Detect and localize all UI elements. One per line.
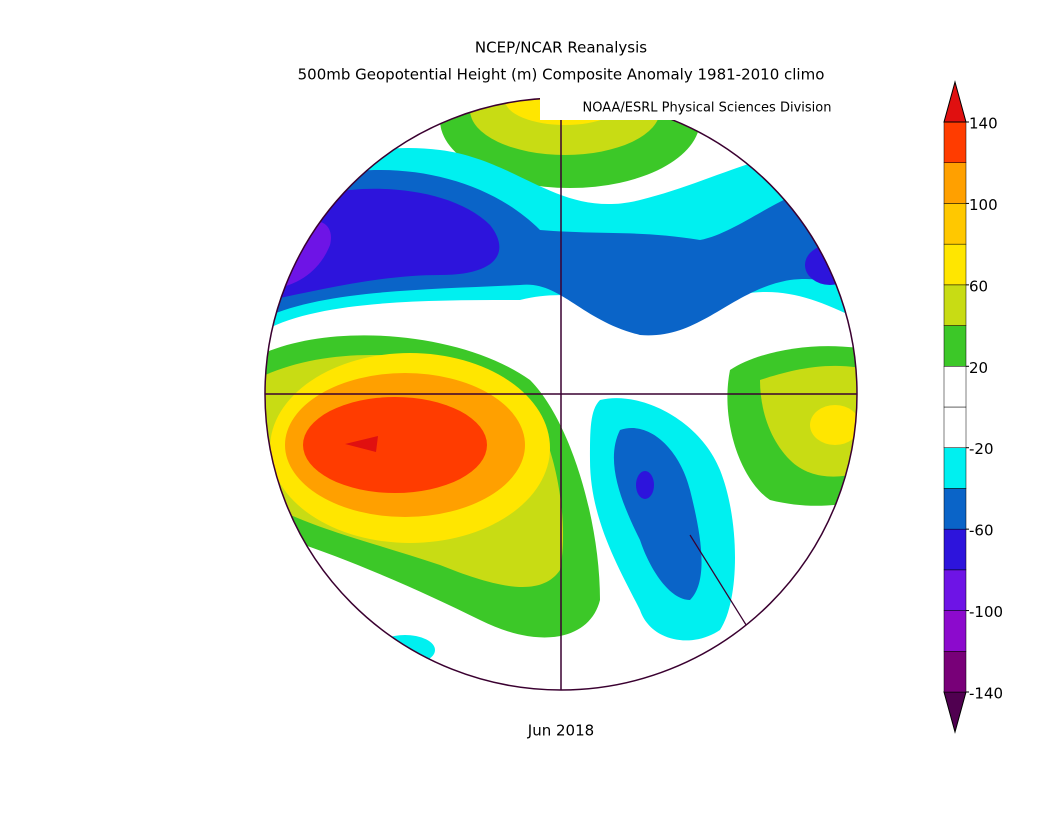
colorbar: -140 -100 -60 -20 20 60 100 140	[943, 80, 1003, 734]
colorbar-swatch	[943, 406, 967, 448]
colorbar-tick-label: -100	[969, 603, 1003, 621]
contour	[613, 428, 702, 600]
contour	[345, 436, 378, 452]
colorbar-tick-label: -60	[969, 522, 994, 540]
colorbar-tick-label: 20	[969, 359, 988, 377]
colorbar-swatch	[943, 162, 967, 204]
subtitle: 500mb Geopotential Height (m) Composite …	[298, 66, 825, 84]
contour	[810, 405, 857, 445]
colorbar-swatch	[943, 284, 967, 326]
colorbar-swatch	[943, 325, 967, 367]
colorbar-arrow	[943, 80, 967, 123]
colorbar-tick-label: 60	[969, 277, 988, 295]
colorbar-tick-label: -20	[969, 440, 994, 458]
contour	[303, 397, 487, 493]
map	[265, 98, 857, 690]
contour	[805, 245, 855, 285]
title: NCEP/NCAR Reanalysis	[475, 39, 647, 57]
colorbar-swatch	[943, 243, 967, 286]
colorbar-tick-label: 140	[969, 115, 998, 133]
colorbar-swatch	[943, 610, 967, 652]
colorbar-swatch	[943, 203, 967, 245]
contour	[636, 471, 654, 499]
credit-box	[540, 97, 862, 120]
date-caption: Jun 2018	[527, 722, 594, 740]
colorbar-tick-label: -140	[969, 685, 1003, 703]
colorbar-swatch	[943, 528, 967, 571]
colorbar-swatch	[943, 121, 967, 163]
border-line	[689, 534, 749, 629]
contour	[375, 635, 435, 665]
colorbar-arrow	[943, 691, 967, 734]
colorbar-swatch	[943, 447, 967, 489]
colorbar-swatch	[943, 569, 967, 611]
credit: NOAA/ESRL Physical Sciences Division	[583, 101, 832, 116]
colorbar-swatch	[943, 651, 967, 693]
colorbar-tick-label: 100	[969, 196, 998, 214]
colorbar-swatch	[943, 488, 967, 530]
colorbar-swatch	[943, 366, 967, 408]
